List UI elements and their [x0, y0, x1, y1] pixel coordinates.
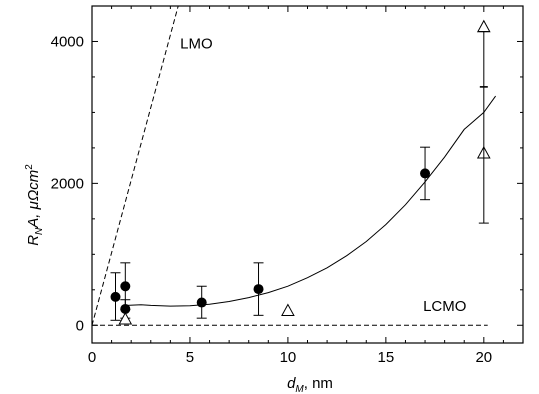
x-tick-label: 0 [88, 349, 96, 366]
fit-curve [125, 95, 497, 307]
labels: dM, nm RNA, μΩcm2 LMO LCMO [24, 36, 466, 394]
data-point-circle [253, 284, 264, 295]
data-point-circle [110, 291, 121, 302]
data-point-circle [420, 168, 431, 179]
x-tick-label: 5 [186, 349, 194, 366]
data-point-triangle [281, 303, 295, 316]
data-point-circle [120, 281, 131, 292]
data-marks [110, 19, 491, 325]
y-tick-label: 0 [76, 317, 84, 334]
x-tick-label: 15 [378, 349, 395, 366]
x-tick-label: 20 [475, 349, 492, 366]
y-tick-label: 4000 [51, 33, 84, 50]
annotation-lcmo: LCMO [423, 298, 466, 315]
data-point-circle [120, 303, 131, 314]
x-axis-label: dM, nm [287, 375, 333, 394]
annotation-lmo: LMO [180, 36, 213, 53]
plot-frame [91, 5, 524, 344]
data-point-circle [196, 297, 207, 308]
axes: 0 5 10 15 20 0 2000 4000 [51, 5, 524, 366]
data-point-triangle [118, 311, 133, 325]
y-axis-label: RNA, μΩcm2 [24, 164, 45, 246]
line-lmo [91, 5, 179, 326]
curves [91, 5, 497, 326]
y-tick-label: 2000 [51, 175, 84, 192]
data-point-triangle [476, 19, 491, 33]
x-tick-label: 10 [280, 349, 297, 366]
